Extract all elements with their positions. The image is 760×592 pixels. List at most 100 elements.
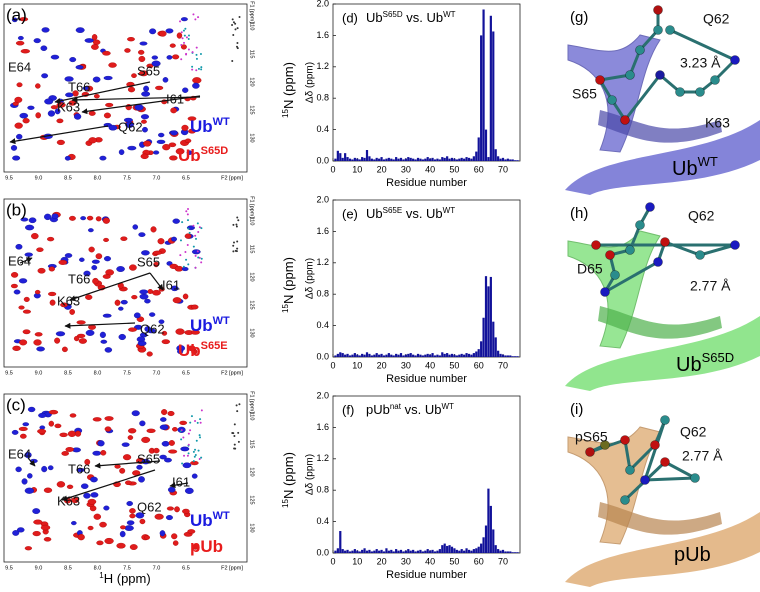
atom	[635, 45, 645, 55]
peak	[171, 236, 177, 242]
peak	[95, 253, 103, 260]
peak	[48, 420, 55, 427]
peak	[175, 328, 185, 335]
text-part: vs. Ub	[403, 10, 443, 25]
bar	[450, 546, 454, 553]
side-chain-peak	[181, 37, 184, 40]
peak	[181, 124, 189, 131]
structure-name: pUb	[674, 544, 711, 566]
x-tick-label: 50	[449, 556, 459, 566]
peak	[171, 533, 178, 540]
peak	[91, 44, 99, 50]
bar	[336, 548, 339, 553]
peak	[83, 492, 91, 499]
peak	[43, 537, 52, 542]
structure-label: Q62	[680, 424, 707, 440]
side-chain-peak	[187, 432, 190, 435]
bar	[484, 276, 488, 357]
x-tick-label: 9.5	[5, 370, 13, 376]
x-tick-label: 9.5	[5, 175, 13, 181]
y-tick-label: 2.0	[316, 0, 329, 8]
chart-title: UbS65D vs. UbWT	[366, 10, 456, 26]
text-part: vs. Ub	[402, 206, 442, 221]
bar	[460, 549, 463, 553]
peak	[47, 236, 55, 242]
peak	[48, 409, 59, 415]
arrow	[64, 322, 136, 329]
bond	[604, 260, 659, 294]
x-axis-label: Residue number	[386, 569, 467, 581]
bar	[424, 550, 427, 553]
bar	[363, 548, 366, 553]
peak	[172, 54, 180, 60]
peak	[102, 274, 111, 279]
bar	[358, 355, 361, 357]
text-part: pUb	[674, 544, 711, 566]
side-chain-peak	[181, 221, 184, 224]
bar	[361, 157, 364, 161]
bar	[339, 531, 342, 553]
peak	[139, 518, 146, 525]
x-tick-label: 7.0	[153, 565, 161, 571]
text-part: Ub	[366, 206, 383, 221]
peak	[48, 266, 55, 272]
side-chain-peak	[194, 234, 197, 237]
peak	[14, 96, 23, 103]
bar	[416, 353, 420, 357]
bar	[499, 353, 502, 357]
x-tick-label: 30	[401, 164, 411, 174]
side-chain-peak	[189, 421, 192, 424]
bar	[419, 354, 422, 357]
text-part: S65D	[702, 350, 735, 365]
peak	[139, 420, 146, 427]
peak	[153, 150, 160, 155]
bar	[504, 551, 507, 553]
bar	[336, 353, 339, 357]
bar	[397, 354, 400, 357]
side-chain-peak	[192, 13, 195, 16]
bar	[339, 153, 342, 161]
peak	[138, 70, 149, 77]
peak	[88, 228, 94, 233]
peak	[56, 139, 65, 146]
y-axis-label: Δδ (ppm)	[305, 454, 316, 495]
y-tick-label: 115	[249, 440, 255, 449]
peak	[20, 217, 29, 222]
x-tick-label: 7.5	[123, 370, 131, 376]
bar	[494, 337, 497, 357]
peak	[17, 35, 24, 41]
bar	[390, 158, 393, 161]
side-chain-peak	[200, 257, 203, 260]
bar	[385, 158, 388, 161]
peak	[143, 85, 150, 92]
side-chain-peak	[236, 27, 239, 30]
bar	[472, 156, 475, 161]
side-chain-peak	[187, 48, 190, 51]
peak	[131, 295, 138, 300]
peak	[104, 537, 114, 545]
side-chain-peak	[194, 266, 197, 269]
y-tick-label: 1.6	[316, 422, 329, 432]
x-tick-label: 0	[330, 360, 335, 370]
side-chain-peak	[186, 219, 189, 222]
bar	[484, 525, 488, 553]
peak	[84, 458, 91, 466]
atom	[690, 473, 700, 483]
plot-frame	[332, 3, 521, 162]
side-chain-peak	[180, 429, 183, 432]
peak	[27, 473, 33, 479]
bar	[370, 551, 373, 553]
peak	[170, 285, 179, 292]
y-tick-label: 115	[249, 50, 255, 59]
peak	[191, 304, 199, 310]
side-chain-peak	[186, 243, 189, 246]
peak	[168, 142, 177, 148]
side-chain-peak	[191, 68, 194, 71]
bar	[404, 158, 407, 161]
text-part: 15	[281, 303, 290, 312]
bar	[429, 550, 432, 553]
side-chain-peak	[232, 223, 235, 226]
bar	[358, 551, 361, 553]
side-chain-peak	[200, 66, 203, 69]
